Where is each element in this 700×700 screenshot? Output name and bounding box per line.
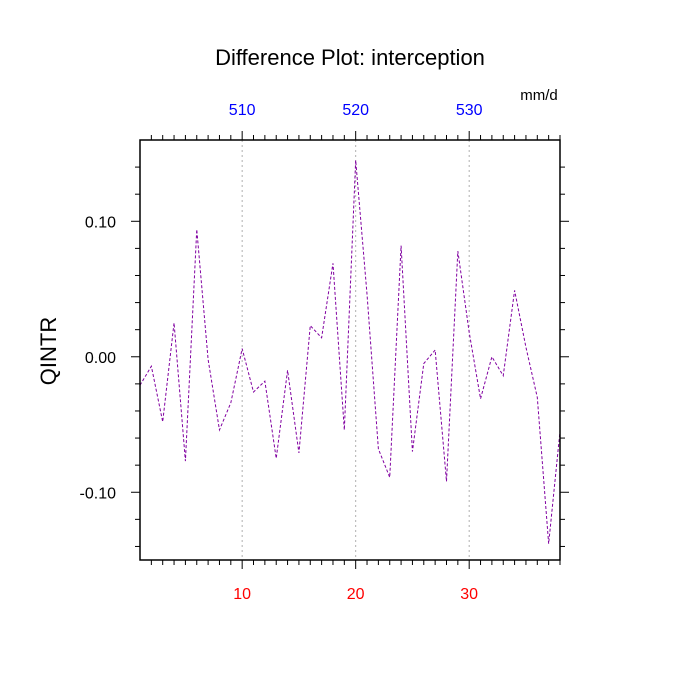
y-tick-label: 0.10 xyxy=(85,214,116,231)
y-tick-label: 0.00 xyxy=(85,350,116,367)
series-group xyxy=(139,160,561,544)
x-tick-label-bottom: 30 xyxy=(460,586,478,603)
x-tick-label-top: 510 xyxy=(229,102,256,119)
x-tick-label-top: 520 xyxy=(342,102,369,119)
x-tick-label-bottom: 10 xyxy=(233,586,251,603)
plot-frame xyxy=(139,139,561,561)
series-line xyxy=(139,160,561,544)
tick-labels: 0.10 0.00 -0.10 10 20 30 510 520 530 xyxy=(80,102,483,603)
chart-title: Difference Plot: interception xyxy=(215,45,485,70)
grid-lines xyxy=(241,140,470,560)
axis-ticks xyxy=(131,131,569,569)
x-tick-label-bottom: 20 xyxy=(347,586,365,603)
units-label: mm/d xyxy=(520,87,558,104)
y-tick-label: -0.10 xyxy=(80,485,117,502)
y-axis-label: QINTR xyxy=(36,317,61,385)
x-tick-label-top: 530 xyxy=(456,102,483,119)
